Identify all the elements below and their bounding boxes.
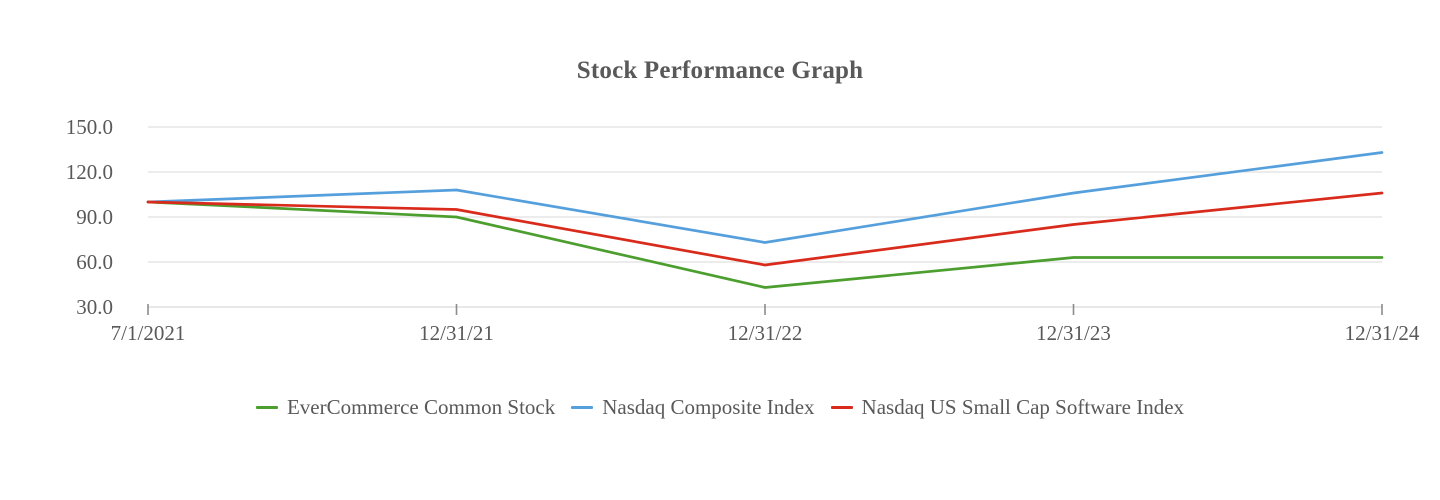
legend: EverCommerce Common Stock Nasdaq Composi… <box>0 395 1440 420</box>
x-axis-label: 7/1/2021 <box>111 321 186 345</box>
legend-label: Nasdaq US Small Cap Software Index <box>861 395 1185 419</box>
x-axis-label: 12/31/23 <box>1036 321 1111 345</box>
x-axis-label: 12/31/21 <box>419 321 494 345</box>
series-line-nasdaq-composite-index <box>146 151 1384 244</box>
chart-title: Stock Performance Graph <box>576 57 864 84</box>
y-axis-label: 60.0 <box>76 250 113 274</box>
legend-dash-icon <box>830 406 853 409</box>
legend-dash-icon <box>255 406 278 409</box>
legend-item: EverCommerce Common Stock <box>255 395 556 420</box>
y-axis-label: 30.0 <box>76 295 113 319</box>
legend-label: EverCommerce Common Stock <box>286 395 556 419</box>
y-axis-label: 120.0 <box>66 160 113 184</box>
y-axis-label: 150.0 <box>66 115 113 139</box>
x-axis-label: 12/31/22 <box>728 321 803 345</box>
x-axis-label: 12/31/24 <box>1345 321 1420 345</box>
series-line-evercommerce-common-stock <box>146 200 1384 289</box>
legend-label: Nasdaq Composite Index <box>602 395 815 419</box>
legend-dash-icon <box>571 406 594 409</box>
y-axis-label: 90.0 <box>76 205 113 229</box>
legend-item: Nasdaq Composite Index <box>571 395 815 420</box>
series-line-nasdaq-us-small-cap-software-index <box>146 191 1384 267</box>
plot-area: 30.0 60.0 90.0 120.0 150.0 7/1/2021 12/31/21 12… <box>66 115 1420 345</box>
legend-item: Nasdaq US Small Cap Software Index <box>830 395 1185 420</box>
